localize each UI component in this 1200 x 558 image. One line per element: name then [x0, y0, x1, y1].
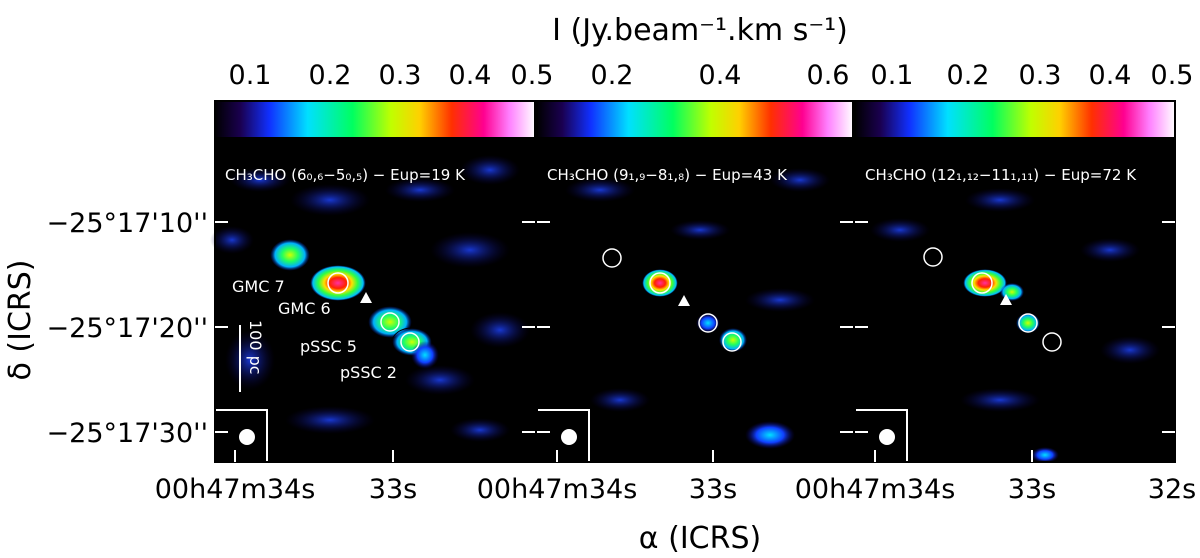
axis-ticks — [215, 221, 1175, 462]
y-tick: −25°17'10'' — [47, 208, 208, 239]
map-panel-1: CH₃CHO (6₀,₆−5₀,₅) − Eup=19 K GMC 7 GMC … — [210, 138, 536, 463]
x-tick: 00h47m34s — [155, 474, 316, 505]
x-tick: 00h47m34s — [477, 474, 638, 505]
cbar2-tick: 0.6 — [807, 60, 850, 91]
center-marker-triangle — [1000, 294, 1012, 305]
scale-bar-label: 100 pc — [246, 320, 265, 375]
x-tick: 00h47m34s — [795, 474, 956, 505]
source-circle — [327, 272, 349, 294]
beam-ellipse — [879, 429, 895, 445]
colorbar-tick-labels: 0.1 0.2 0.3 0.4 0.5 0.2 0.4 0.6 0.1 0.2 … — [229, 60, 1194, 91]
map-panel-3: CH₃CHO (12₁,₁₂−11₁,₁₁) − Eup=72 K — [854, 138, 1176, 463]
panel-3-line-label: CH₃CHO (12₁,₁₂−11₁,₁₁) − Eup=72 K — [865, 166, 1137, 184]
cbar3-tick: 0.1 — [871, 60, 914, 91]
colorbar-title: I (Jy.beam⁻¹.km s⁻¹) — [552, 13, 848, 48]
x-tick: 33s — [1008, 474, 1056, 505]
cbar3-tick: 0.2 — [947, 60, 990, 91]
cbar3-tick: 0.5 — [1151, 60, 1194, 91]
source-circle — [722, 332, 742, 352]
cbar2-tick: 0.4 — [699, 60, 742, 91]
source-circle — [971, 272, 993, 294]
source-label-pssc5: pSSC 5 — [300, 337, 357, 356]
colorbar-1 — [214, 100, 536, 139]
noise-emission — [870, 188, 1160, 463]
center-marker-triangle — [360, 292, 372, 303]
x-axis-title: α (ICRS) — [639, 521, 761, 556]
cbar1-tick: 0.2 — [309, 60, 352, 91]
source-label-gmc7: GMC 7 — [232, 277, 285, 296]
noise-emission — [210, 155, 530, 442]
colorbar-3 — [854, 100, 1176, 139]
cbar1-tick: 0.4 — [449, 60, 492, 91]
beam-ellipse — [239, 429, 255, 445]
center-marker-triangle — [678, 295, 690, 306]
cbar1-tick: 0.5 — [511, 60, 554, 91]
source-circle — [698, 313, 718, 333]
source-label-gmc6: GMC 6 — [278, 299, 331, 318]
source-circle — [400, 332, 420, 352]
y-tick-labels: −25°17'10'' −25°17'20'' −25°17'30'' — [47, 208, 208, 449]
map-panel-2: CH₃CHO (9₁,₉−8₁,₈) − Eup=43 K — [536, 138, 854, 463]
cbar1-tick: 0.3 — [379, 60, 422, 91]
source-circle — [602, 248, 622, 268]
noise-emission — [565, 168, 830, 449]
beam-ellipse — [561, 429, 577, 445]
y-tick: −25°17'20'' — [47, 313, 208, 344]
y-axis-title: δ (ICRS) — [3, 260, 38, 381]
source-label-pssc2: pSSC 2 — [340, 363, 397, 382]
panel-2-line-label: CH₃CHO (9₁,₉−8₁,₈) − Eup=43 K — [547, 166, 788, 184]
x-tick-labels: 00h47m34s 33s 00h47m34s 33s 00h47m34s 33… — [155, 474, 1197, 505]
cbar1-tick: 0.1 — [229, 60, 272, 91]
source-circle — [1042, 332, 1062, 352]
x-tick: 33s — [369, 474, 417, 505]
source-circle — [649, 272, 671, 294]
y-tick: −25°17'30'' — [47, 418, 208, 449]
cbar2-tick: 0.2 — [591, 60, 634, 91]
source-circle — [923, 247, 943, 267]
source-circle — [1018, 313, 1038, 333]
cbar3-tick: 0.4 — [1089, 60, 1132, 91]
cbar3-tick: 0.3 — [1019, 60, 1062, 91]
x-tick: 33s — [689, 474, 737, 505]
x-tick: 32s — [1148, 474, 1196, 505]
panel-1-line-label: CH₃CHO (6₀,₆−5₀,₅) − Eup=19 K — [225, 166, 466, 184]
colorbar-2 — [536, 100, 854, 139]
source-circle — [380, 312, 400, 332]
